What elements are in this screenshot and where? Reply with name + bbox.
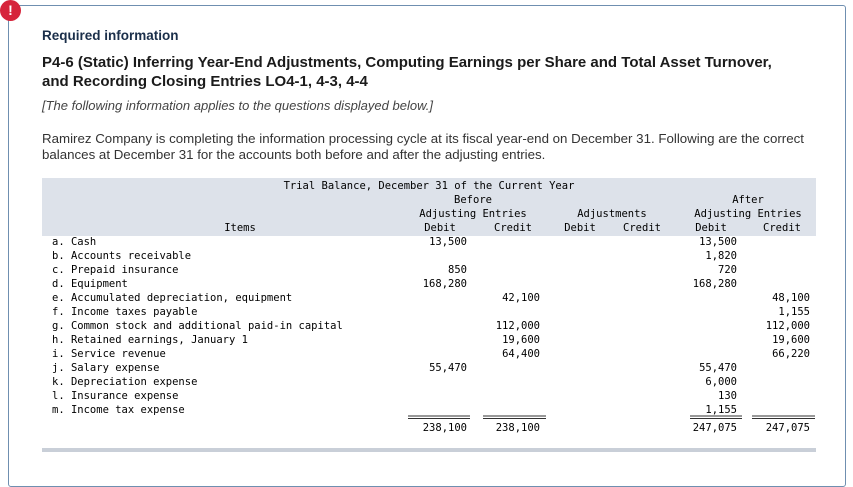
- total-amount: 247,075: [693, 422, 737, 434]
- column-header: Credit: [623, 222, 661, 234]
- column-header: Credit: [763, 222, 801, 234]
- item-label: l. Insurance expense: [52, 390, 178, 402]
- item-label: i. Service revenue: [52, 348, 166, 360]
- amount: 13,500: [699, 236, 737, 248]
- item-label: b. Accounts receivable: [52, 250, 191, 262]
- amount: 55,470: [699, 362, 737, 374]
- amount: 112,000: [496, 320, 540, 332]
- amount: 64,400: [502, 348, 540, 360]
- group-header: After: [732, 194, 764, 206]
- table-header-bg: [42, 178, 816, 236]
- problem-title: P4-6 (Static) Inferring Year-End Adjustm…: [42, 54, 772, 90]
- total-amount: 238,100: [496, 422, 540, 434]
- item-label: e. Accumulated depreciation, equipment: [52, 292, 292, 304]
- item-label: j. Salary expense: [52, 362, 159, 374]
- group-header: Adjustments: [577, 208, 647, 220]
- amount: 66,220: [772, 348, 810, 360]
- item-label: d. Equipment: [52, 278, 128, 290]
- amount: 130: [718, 390, 737, 402]
- item-label: f. Income taxes payable: [52, 306, 197, 318]
- amount: 850: [448, 264, 467, 276]
- amount: 1,155: [705, 404, 737, 416]
- amount: 19,600: [772, 334, 810, 346]
- amount: 168,280: [693, 278, 737, 290]
- group-header: Adjusting Entries: [419, 208, 526, 220]
- alert-icon: !: [0, 0, 21, 21]
- column-header: Debit: [564, 222, 596, 234]
- amount: 42,100: [502, 292, 540, 304]
- item-label: a. Cash: [52, 236, 96, 248]
- item-label: c. Prepaid insurance: [52, 264, 178, 276]
- group-header: Before: [454, 194, 492, 206]
- amount: 1,820: [705, 250, 737, 262]
- amount: 6,000: [705, 376, 737, 388]
- amount: 1,155: [778, 306, 810, 318]
- amount: 48,100: [772, 292, 810, 304]
- table-footer-bar: [42, 448, 816, 452]
- item-label: m. Income tax expense: [52, 404, 185, 416]
- amount: 13,500: [429, 236, 467, 248]
- paragraph: Ramirez Company is completing the inform…: [42, 131, 804, 162]
- table-title: Trial Balance, December 31 of the Curren…: [284, 180, 575, 192]
- total-amount: 238,100: [423, 422, 467, 434]
- amount: 168,280: [423, 278, 467, 290]
- column-header: Debit: [695, 222, 727, 234]
- item-label: g. Common stock and additional paid-in c…: [52, 320, 343, 332]
- column-header: Credit: [494, 222, 532, 234]
- item-label: k. Depreciation expense: [52, 376, 197, 388]
- amount: 720: [718, 264, 737, 276]
- amount: 55,470: [429, 362, 467, 374]
- note: [The following information applies to th…: [42, 98, 433, 113]
- section-label: Required information: [42, 28, 179, 43]
- item-label: h. Retained earnings, January 1: [52, 334, 248, 346]
- total-amount: 247,075: [766, 422, 810, 434]
- amount: 112,000: [766, 320, 810, 332]
- amount: 19,600: [502, 334, 540, 346]
- group-header: Adjusting Entries: [694, 208, 801, 220]
- column-header: Items: [224, 222, 256, 234]
- column-header: Debit: [424, 222, 456, 234]
